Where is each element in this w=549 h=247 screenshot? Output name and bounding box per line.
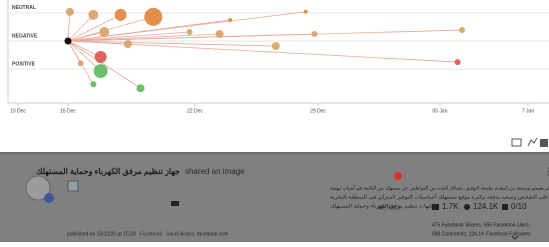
x-tick-label: 10 Dec xyxy=(10,108,26,114)
bubble xyxy=(187,29,193,35)
x-tick-label: 22 Dec xyxy=(187,108,203,114)
bubble xyxy=(459,27,465,33)
bubble xyxy=(124,40,132,48)
bubble xyxy=(137,84,145,92)
bubble xyxy=(228,18,232,22)
bubble xyxy=(90,81,96,87)
published: published on 15/12/20 at 15:20 xyxy=(67,231,136,237)
bubble xyxy=(66,8,74,16)
y-tick-label: NEGATIVE xyxy=(12,33,38,39)
export-icon[interactable] xyxy=(540,139,548,147)
x-tick-label: 05 Jan xyxy=(432,108,447,114)
bubble xyxy=(115,9,127,21)
bubble xyxy=(88,10,98,20)
bubble xyxy=(304,10,308,14)
bubble xyxy=(95,51,107,63)
origin-point xyxy=(65,38,72,45)
bubble xyxy=(272,42,280,50)
country: Saudi Arabia xyxy=(166,231,195,237)
score-icon xyxy=(502,204,508,210)
x-tick-label: 15 Dec xyxy=(60,108,76,114)
comment-icon xyxy=(432,204,439,210)
post-action: shared an image xyxy=(185,167,245,176)
page: NEUTRAL NEGATIVE POSITIVE 10 Dec 15 Dec 22 De… xyxy=(0,0,549,242)
body-line: لقراءة الأسئلة بكم تصميم وتمتيعة من المق… xyxy=(330,183,549,191)
bubble xyxy=(78,60,84,66)
bubble xyxy=(99,27,109,37)
bubble xyxy=(311,31,317,37)
status-dot xyxy=(394,172,402,180)
menu-button[interactable]: ⋮ xyxy=(543,167,549,178)
divider xyxy=(0,152,549,154)
page-logo xyxy=(68,181,78,191)
followers-count: 124.1K xyxy=(473,202,499,211)
image-icon xyxy=(171,201,179,206)
x-tick-label: 7 Jan xyxy=(522,108,534,114)
bubble xyxy=(455,59,461,65)
body-line: جدًا لطاقة ما على الشخص وسعيد يدفعه وكثر… xyxy=(330,192,549,200)
facebook-badge xyxy=(44,193,54,203)
metrics-label: METRICS xyxy=(378,205,401,211)
y-tick-label: POSITIVE xyxy=(12,61,36,67)
stats-line: 689 Comments, 124.1K Facebook Followers xyxy=(432,231,531,237)
followers-icon xyxy=(464,204,470,210)
score: 0/10 xyxy=(511,202,527,211)
bubble xyxy=(94,64,108,78)
stats-line: 475 Facebook Shares, 556 Facebook Likes, xyxy=(432,222,530,228)
x-tick-label: 29 Dec xyxy=(310,108,326,114)
post-author[interactable]: جهاز تنظيم مرفق الكهرباء وحماية المستهلك xyxy=(36,167,180,177)
bubble xyxy=(144,8,162,26)
site[interactable]: facebook.com xyxy=(197,231,228,237)
bubble xyxy=(216,30,224,38)
source: Facebook xyxy=(140,231,162,237)
y-tick-label: NEUTRAL xyxy=(12,5,36,11)
comments-count: 1.7K xyxy=(442,202,459,211)
